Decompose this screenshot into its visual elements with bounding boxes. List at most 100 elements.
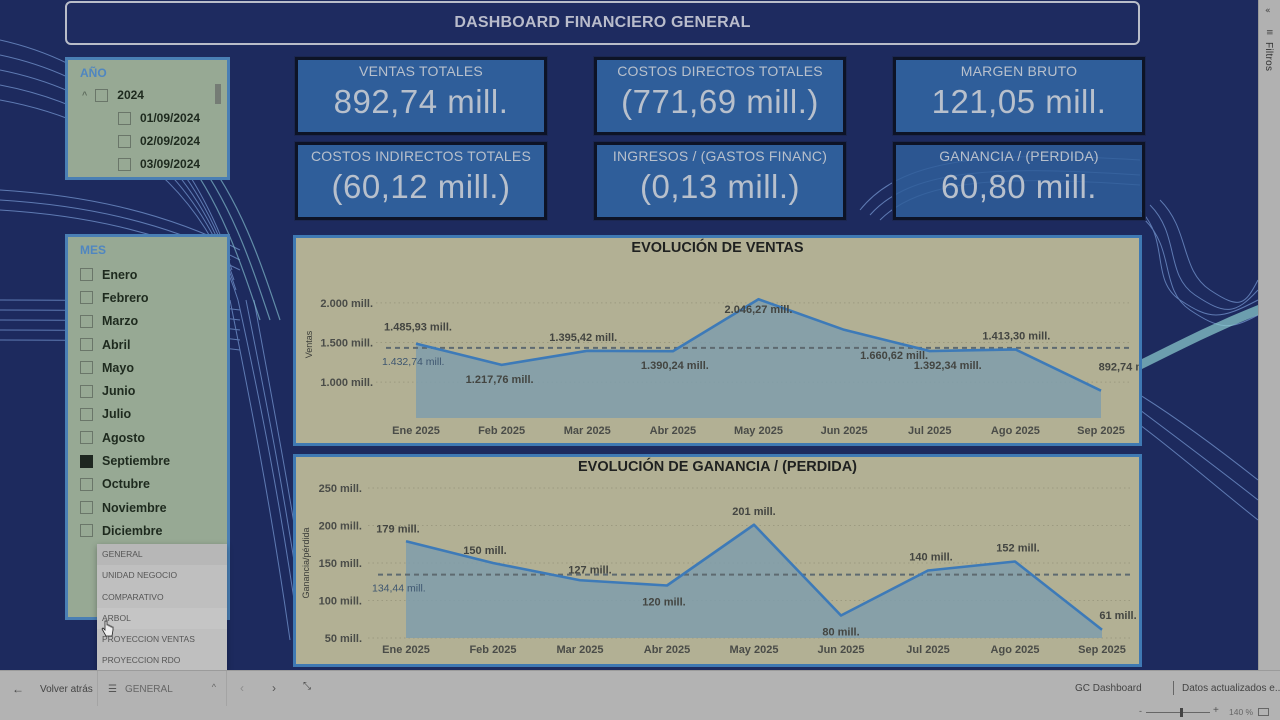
svg-text:May 2025: May 2025 xyxy=(730,644,779,656)
month-item-enero[interactable]: Enero xyxy=(80,263,215,286)
year-row-2024[interactable]: ^ 2024 xyxy=(82,88,144,102)
checkbox-2024[interactable] xyxy=(95,88,109,102)
sales-evolution-chart[interactable]: EVOLUCIÓN DE VENTAS 1.000 mill. 1.500 mil… xyxy=(293,235,1142,446)
month-checkbox[interactable] xyxy=(80,314,93,328)
month-checkbox[interactable] xyxy=(80,454,93,468)
previous-page-button[interactable]: ‹ xyxy=(240,681,244,695)
month-checkbox[interactable] xyxy=(80,407,93,421)
page-menu-item-unidad-negocio[interactable]: UNIDAD NEGOCIO xyxy=(102,570,178,581)
collapse-chevron-icon[interactable]: ^ xyxy=(82,90,88,100)
month-item-octubre[interactable]: Octubre xyxy=(80,473,215,496)
kpi-card-costos-indirectos[interactable]: COSTOS INDIRECTOS TOTALES (60,12 mill.) xyxy=(295,142,547,220)
page-menu-item-comparativo[interactable]: COMPARATIVO xyxy=(102,591,164,602)
profit-area-plot[interactable]: 50 mill. 100 mill. 150 mill. 200 mill. 250 m… xyxy=(296,457,1139,664)
zoom-slider-track[interactable] xyxy=(1146,712,1210,713)
kpi-value: 60,80 mill. xyxy=(941,168,1097,205)
date-row[interactable]: 01/09/2024 xyxy=(118,111,200,125)
svg-text:Mar 2025: Mar 2025 xyxy=(564,425,611,437)
kpi-label: MARGEN BRUTO xyxy=(960,63,1078,79)
dashboard-title-banner: DASHBOARD FINANCIERO GENERAL xyxy=(65,1,1140,45)
current-page-label: GENERAL xyxy=(124,683,173,695)
svg-text:1.500 mill.: 1.500 mill. xyxy=(320,338,373,350)
svg-text:1.217,76 mill.: 1.217,76 mill. xyxy=(466,374,534,386)
svg-text:Ago 2025: Ago 2025 xyxy=(991,425,1040,437)
svg-text:120 mill.: 120 mill. xyxy=(642,597,685,609)
page-menu-item-general[interactable]: GENERAL xyxy=(97,544,227,566)
month-label: Abril xyxy=(102,337,131,352)
profit-evolution-chart[interactable]: EVOLUCIÓN DE GANANCIA / (PERDIDA) 50 mil… xyxy=(293,454,1142,667)
svg-text:Ago 2025: Ago 2025 xyxy=(991,644,1040,656)
month-item-noviembre[interactable]: Noviembre xyxy=(80,496,215,519)
svg-text:150 mill.: 150 mill. xyxy=(463,545,506,557)
svg-text:Ene 2025: Ene 2025 xyxy=(382,644,430,656)
month-checkbox[interactable] xyxy=(80,524,93,538)
footer-divider xyxy=(1173,681,1174,695)
svg-text:Jul 2025: Jul 2025 xyxy=(906,644,949,656)
month-item-mayo[interactable]: Mayo xyxy=(80,356,215,379)
month-checkbox[interactable] xyxy=(80,384,93,398)
next-page-button[interactable]: › xyxy=(272,681,276,695)
date-row[interactable]: 03/09/2024 xyxy=(118,157,200,171)
fit-to-page-icon[interactable]: ⤡ xyxy=(303,681,311,692)
date-checkbox[interactable] xyxy=(118,134,131,148)
page-menu-item-proyeccion-rdo[interactable]: PROYECCION RDO xyxy=(102,655,181,666)
kpi-card-costos-directos[interactable]: COSTOS DIRECTOS TOTALES (771,69 mill.) xyxy=(594,57,846,135)
month-item-febrero[interactable]: Febrero xyxy=(80,286,215,309)
kpi-card-ingresos-gastos-financ[interactable]: INGRESOS / (GASTOS FINANC) (0,13 mill.) xyxy=(594,142,846,220)
svg-text:892,74 mill.: 892,74 mill. xyxy=(1099,362,1139,374)
month-item-marzo[interactable]: Marzo xyxy=(80,310,215,333)
date-checkbox[interactable] xyxy=(118,157,131,171)
kpi-label: GANANCIA / (PERDIDA) xyxy=(939,148,1099,164)
zoom-status-bar: - + 140 % xyxy=(0,705,1280,720)
month-checkbox[interactable] xyxy=(80,268,93,282)
svg-text:Feb 2025: Feb 2025 xyxy=(478,425,525,437)
month-item-diciembre[interactable]: Diciembre xyxy=(80,519,215,542)
kpi-card-ventas-totales[interactable]: VENTAS TOTALES 892,74 mill. xyxy=(295,57,547,135)
month-item-julio[interactable]: Julio xyxy=(80,403,215,426)
page-selector-dropdown[interactable]: ☰ GENERAL ^ xyxy=(97,671,227,707)
chart-title: EVOLUCIÓN DE VENTAS xyxy=(631,240,804,256)
month-label: Mayo xyxy=(102,360,134,375)
filter-icon: ≡ xyxy=(1266,28,1274,38)
svg-text:1.000 mill.: 1.000 mill. xyxy=(320,377,373,389)
month-checkbox[interactable] xyxy=(80,477,93,491)
expand-chevron-icon[interactable]: « xyxy=(1265,6,1271,16)
svg-text:140 mill.: 140 mill. xyxy=(909,552,952,564)
sales-area-plot[interactable]: 1.000 mill. 1.500 mill. 2.000 mill. Ventas 1… xyxy=(296,238,1139,443)
page-list-icon: ☰ xyxy=(108,683,117,695)
zoom-slider-thumb[interactable] xyxy=(1180,708,1183,717)
date-row[interactable]: 02/09/2024 xyxy=(118,134,200,148)
svg-text:152 mill.: 152 mill. xyxy=(996,543,1039,555)
filters-pane-collapsed[interactable]: « ≡ Filtros xyxy=(1258,0,1280,670)
year-slicer-scrollbar[interactable] xyxy=(215,84,221,104)
month-item-agosto[interactable]: Agosto xyxy=(80,426,215,449)
year-label: 2024 xyxy=(117,88,144,102)
date-checkbox[interactable] xyxy=(118,111,131,125)
kpi-label: INGRESOS / (GASTOS FINANC) xyxy=(612,148,828,164)
page-menu-item-arbol[interactable]: ARBOL xyxy=(97,607,227,630)
month-item-abril[interactable]: Abril xyxy=(80,333,215,356)
svg-text:200 mill.: 200 mill. xyxy=(319,521,362,533)
month-checkbox[interactable] xyxy=(80,361,93,375)
svg-text:1.395,42 mill.: 1.395,42 mill. xyxy=(549,332,617,344)
kpi-card-margen-bruto[interactable]: MARGEN BRUTO 121,05 mill. xyxy=(893,57,1145,135)
report-canvas: DASHBOARD FINANCIERO GENERAL AÑO ^ 2024 … xyxy=(0,0,1258,670)
month-checkbox[interactable] xyxy=(80,291,93,305)
zoom-out-button[interactable]: - xyxy=(1139,706,1142,716)
svg-text:150 mill.: 150 mill. xyxy=(319,558,362,570)
month-checkbox[interactable] xyxy=(80,338,93,352)
svg-text:Mar 2025: Mar 2025 xyxy=(556,644,603,656)
month-item-junio[interactable]: Junio xyxy=(80,379,215,402)
svg-text:Abr 2025: Abr 2025 xyxy=(650,425,696,437)
kpi-card-ganancia-perdida[interactable]: GANANCIA / (PERDIDA) 60,80 mill. xyxy=(893,142,1145,220)
month-item-septiembre[interactable]: Septiembre xyxy=(80,449,215,472)
fit-width-icon[interactable] xyxy=(1258,708,1269,716)
month-checkbox[interactable] xyxy=(80,501,93,515)
svg-text:Ventas: Ventas xyxy=(304,330,314,358)
back-button[interactable]: ← Volver atrás xyxy=(12,682,93,696)
report-name: GC Dashboard xyxy=(1075,683,1142,694)
zoom-in-button[interactable]: + xyxy=(1213,705,1219,716)
page-menu-item-proyeccion-ventas[interactable]: PROYECCION VENTAS xyxy=(102,634,195,645)
month-checkbox[interactable] xyxy=(80,431,93,445)
svg-text:1.390,24 mill.: 1.390,24 mill. xyxy=(641,360,709,372)
